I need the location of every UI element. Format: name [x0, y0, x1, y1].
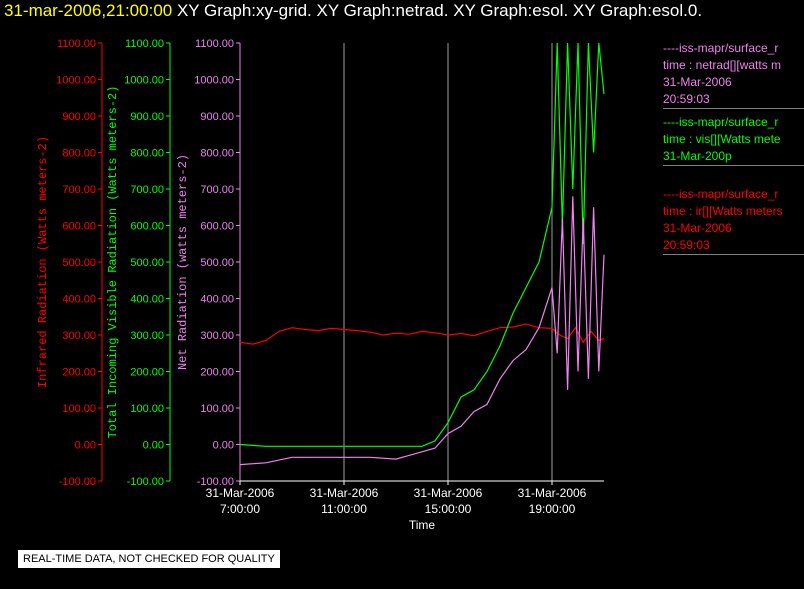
legend-line1: ----iss-mapr/surface_r	[663, 187, 779, 201]
legend-line4: 20:59:03	[663, 238, 710, 252]
y-tick-label-net: 300.00	[200, 330, 234, 342]
y-tick-label-vis: 100.00	[130, 403, 164, 415]
y-tick-label-net: 700.00	[200, 184, 234, 196]
window-title: 31-mar-2006,21:00:00 XY Graph:xy-grid. X…	[4, 1, 702, 21]
title-date: 31-mar-2006,21:00:00	[4, 1, 173, 20]
x-axis-label: Time	[409, 518, 436, 532]
y-tick-label-net: 200.00	[200, 367, 234, 379]
y-tick-label-vis: 700.00	[130, 184, 164, 196]
y-tick-label-ir: 500.00	[62, 257, 96, 269]
y-tick-label-ir: 200.00	[62, 367, 96, 379]
legend-line3: 31-Mar-2006	[663, 75, 732, 89]
y-axis-label-net: Net Radiation (watts meters-2)	[176, 154, 190, 370]
y-tick-label-vis: 300.00	[130, 330, 164, 342]
y-tick-label-net: 600.00	[200, 221, 234, 233]
y-tick-label-ir: 700.00	[62, 184, 96, 196]
y-tick-label-net: 400.00	[200, 294, 234, 306]
legend-line2: time : ir[][Watts meters	[663, 204, 783, 218]
legend-line1: ----iss-mapr/surface_r	[663, 115, 779, 129]
y-tick-label-net: 900.00	[200, 111, 234, 123]
x-tick-label-time: 19:00:00	[529, 502, 576, 516]
y-tick-label-vis: 1100.00	[125, 38, 164, 50]
title-graphs: XY Graph:xy-grid. XY Graph:netrad. XY Gr…	[172, 1, 703, 20]
y-tick-label-vis: 800.00	[130, 148, 164, 160]
y-tick-label-ir: 800.00	[62, 148, 96, 160]
legend-line1: ----iss-mapr/surface_r	[663, 41, 779, 55]
y-tick-label-vis: 1000.00	[124, 75, 164, 87]
x-tick-label-time: 15:00:00	[425, 502, 472, 516]
y-tick-label-ir: 1100.00	[57, 38, 96, 50]
legend-line2: time : vis[][Watts mete	[663, 132, 781, 146]
quality-warning: REAL-TIME DATA, NOT CHECKED FOR QUALITY	[18, 550, 280, 568]
y-tick-label-ir: 100.00	[62, 403, 96, 415]
legend-entry-vis: ----iss-mapr/surface_r time : vis[][Watt…	[663, 114, 804, 166]
series-line-ir	[239, 323, 605, 345]
legend-entry-ir: ----iss-mapr/surface_r time : ir[][Watts…	[663, 186, 804, 255]
y-tick-label-net: 100.00	[200, 403, 234, 415]
y-tick-label-ir: 900.00	[62, 111, 96, 123]
y-tick-label-ir: -100.00	[59, 476, 96, 488]
y-tick-label-net: 500.00	[200, 257, 234, 269]
y-tick-label-vis: 900.00	[130, 111, 164, 123]
legend-line3: 31-Mar-2006	[663, 221, 732, 235]
x-tick-label-date: 31-Mar-2006	[518, 486, 587, 500]
x-tick-label-time: 11:00:00	[321, 502, 367, 516]
y-tick-label-net: 1000.00	[194, 75, 234, 87]
y-axis-label-vis: Total Incoming Visible Radiation (Watts …	[106, 86, 120, 439]
legend-line4: 20:59:03	[663, 92, 710, 106]
x-tick-label-date: 31-Mar-2006	[310, 486, 379, 500]
y-tick-label-net: -100.00	[197, 476, 234, 488]
y-tick-label-ir: 600.00	[62, 221, 96, 233]
legend-line3: 31-Mar-200p	[663, 149, 732, 163]
x-tick-label-date: 31-Mar-2006	[206, 486, 275, 500]
y-tick-label-ir: 1000.00	[56, 75, 96, 87]
y-tick-label-net: 0.00	[213, 440, 234, 452]
x-tick-label-date: 31-Mar-2006	[414, 486, 483, 500]
y-tick-label-net: 800.00	[200, 148, 234, 160]
y-tick-label-vis: 400.00	[130, 294, 164, 306]
y-tick-label-vis: -100.00	[127, 476, 164, 488]
series-line-vis	[239, 42, 605, 447]
x-tick-label-time: 7:00:00	[220, 502, 260, 516]
y-tick-label-vis: 200.00	[130, 367, 164, 379]
legend-entry-netrad: ----iss-mapr/surface_r time : netrad[][w…	[663, 40, 804, 109]
y-tick-label-vis: 0.00	[143, 440, 164, 452]
series-line-net	[239, 196, 605, 466]
y-tick-label-vis: 500.00	[130, 257, 164, 269]
y-tick-label-ir: 300.00	[62, 330, 96, 342]
y-tick-label-ir: 400.00	[62, 294, 96, 306]
y-tick-label-vis: 600.00	[130, 221, 164, 233]
y-tick-label-net: 1100.00	[195, 38, 234, 50]
legend-line2: time : netrad[][watts m	[663, 58, 782, 72]
y-tick-label-ir: 0.00	[75, 440, 96, 452]
y-axis-label-ir: Infrared Radiation (Watts meters-2)	[36, 136, 50, 388]
